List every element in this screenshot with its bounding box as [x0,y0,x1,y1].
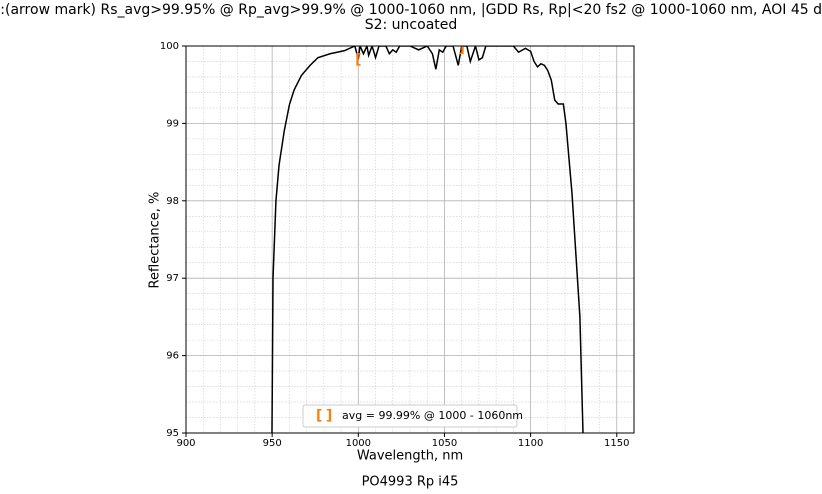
data-line [271,46,584,433]
y-tick-label: 99 [166,118,179,129]
y-tick-label: 96 [166,351,179,362]
x-tick-label: 1000 [346,438,371,449]
y-tick-label: 95 [166,428,179,439]
y-tick-label: 98 [166,196,179,207]
chart-subtitle: S2: uncoated [365,17,458,33]
plot-frame [185,45,635,434]
x-tick-label: 900 [176,438,195,449]
footer: PO4993 Rp i45 [362,475,459,490]
y-tick-label: 100 [160,41,179,52]
plot-area: [] [271,40,584,433]
x-tick-label: 1100 [518,438,543,449]
x-tick-label: 950 [263,438,282,449]
range-marker: [ [355,52,361,68]
chart-title: S1:(arrow mark) Rs_avg>99.95% @ Rp_avg>9… [0,2,822,18]
range-marker: ] [458,40,464,56]
x-tick-label: 1150 [604,438,629,449]
y-axis-label: Reflectance, % [148,192,163,289]
x-axis-label: Wavelength, nm [357,449,463,464]
legend-label: avg = 99.99% @ 1000 - 1060nm [342,409,523,422]
legend-marker: ] [326,408,332,424]
legend-marker: [ [316,408,322,424]
y-tick-label: 97 [166,273,179,284]
legend-box [302,404,518,428]
x-tick-label: 1050 [432,438,457,449]
